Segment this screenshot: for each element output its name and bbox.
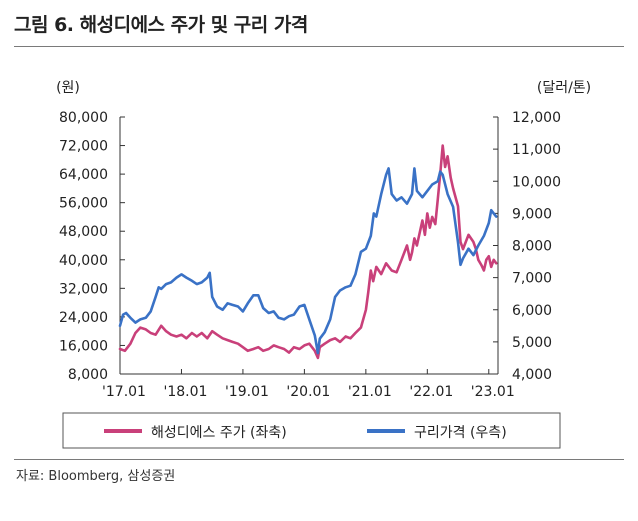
series-line-copper-price <box>118 167 498 355</box>
left-tick-label: 16,000 <box>59 338 108 354</box>
legend-item-copper-price-label: 구리가격 (우측) <box>414 425 507 441</box>
left-tick-label: 80,000 <box>59 110 108 126</box>
right-tick-label: 5,000 <box>512 335 552 351</box>
chart-title: 그림 6. 해성디에스 주가 및 구리 가격 <box>14 14 308 36</box>
x-tick-label: '22.01 <box>409 384 453 400</box>
right-tick-label: 6,000 <box>512 303 552 319</box>
x-tick-label: '23.01 <box>471 384 515 400</box>
legend-item-stock-price-label: 해성디에스 주가 (좌축) <box>151 425 287 441</box>
x-tick-label: '18.01 <box>163 384 207 400</box>
left-tick-label: 48,000 <box>59 224 108 240</box>
title-divider <box>14 46 624 47</box>
left-tick-label: 8,000 <box>68 367 108 383</box>
source-note: 자료: Bloomberg, 삼성증권 <box>16 469 176 484</box>
legend: 해성디에스 주가 (좌축) 구리가격 (우측) <box>62 412 561 449</box>
left-axis-unit: (원) <box>56 80 80 96</box>
series-layer <box>118 144 498 360</box>
right-tick-label: 7,000 <box>512 271 552 287</box>
x-tick-label: '17.01 <box>102 384 146 400</box>
x-tick-label: '19.01 <box>225 384 269 400</box>
left-tick-label: 64,000 <box>59 167 108 183</box>
left-tick-label: 40,000 <box>59 253 108 269</box>
right-axis-unit: (달러/톤) <box>537 80 591 96</box>
x-tick-label: '21.01 <box>348 384 392 400</box>
chart: 8,000 16,000 24,000 32,000 40,000 48,000 56,00… <box>56 80 591 449</box>
right-tick-label: 12,000 <box>512 110 561 126</box>
axes: 8,000 16,000 24,000 32,000 40,000 48,000 56,00… <box>56 80 591 400</box>
right-tick-label: 10,000 <box>512 174 561 190</box>
right-tick-label: 4,000 <box>512 367 552 383</box>
left-tick-label: 56,000 <box>59 196 108 212</box>
left-tick-label: 72,000 <box>59 139 108 155</box>
left-tick-label: 32,000 <box>59 281 108 297</box>
series-line-stock-price <box>118 144 498 360</box>
x-tick-label: '20.01 <box>286 384 330 400</box>
right-tick-label: 11,000 <box>512 142 561 158</box>
right-tick-label: 8,000 <box>512 239 552 255</box>
legend-box <box>62 412 561 449</box>
source-divider <box>14 459 624 460</box>
right-tick-label: 9,000 <box>512 206 552 222</box>
left-tick-label: 24,000 <box>59 310 108 326</box>
